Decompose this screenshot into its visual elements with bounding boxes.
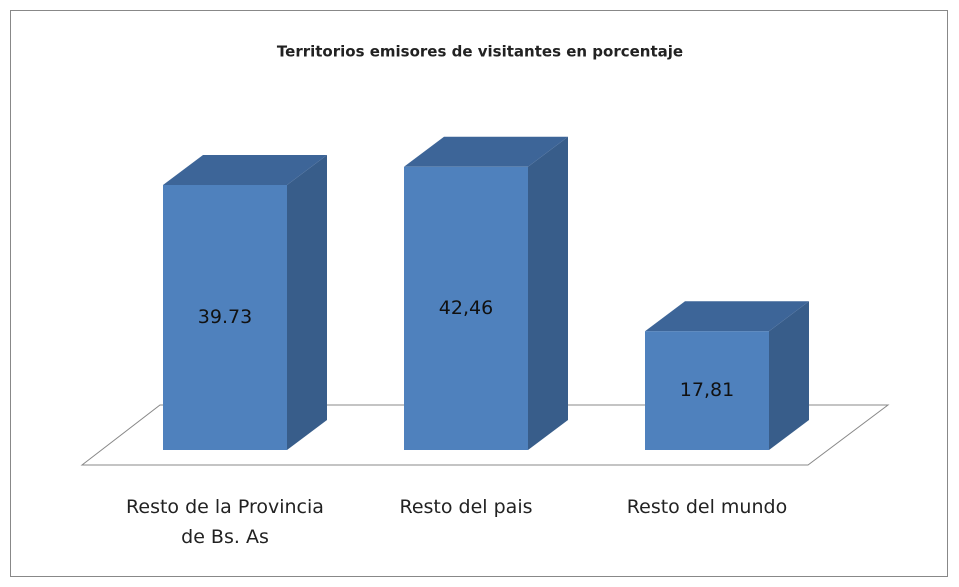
data-label: 42,46 [439, 297, 493, 319]
data-label: 17,81 [680, 379, 734, 401]
bar [645, 331, 769, 450]
chart-title: Territorios emisores de visitantes en po… [277, 43, 683, 61]
bar [404, 166, 528, 450]
bar-top [645, 301, 809, 332]
bar-side [528, 136, 568, 450]
data-label: 39.73 [198, 306, 252, 328]
x-tick-label: Resto del mundo [626, 496, 788, 518]
x-tick-label: Resto de la Provincia de Bs. As [126, 496, 324, 548]
bar [163, 185, 287, 450]
bar-side [287, 155, 327, 450]
bar-side [769, 301, 809, 450]
x-tick-label: Resto del pais [399, 496, 533, 518]
bar-top [163, 155, 327, 186]
bar-top [404, 136, 568, 167]
